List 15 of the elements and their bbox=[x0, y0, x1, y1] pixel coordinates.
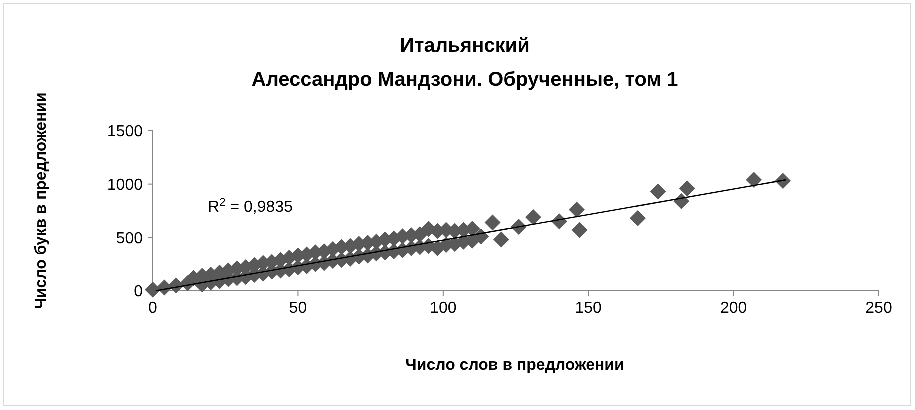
x-tick-label: 200 bbox=[720, 300, 748, 317]
y-tick-label: 1000 bbox=[107, 176, 144, 194]
x-tick-label: 150 bbox=[575, 300, 602, 317]
x-axis-title: Число слов в предложении bbox=[406, 357, 624, 374]
y-axis-title: Число букв в предложении bbox=[33, 92, 50, 310]
x-tick-label: 250 bbox=[866, 300, 892, 317]
y-tick-label: 1500 bbox=[107, 124, 144, 141]
annotation: R$^{2}$ = 0,9835 bbox=[208, 197, 294, 216]
chart-subtitle: Алессандро Мандзони. Обрученные, том 1 bbox=[252, 69, 678, 91]
chart-title: Итальянский bbox=[400, 35, 530, 57]
y-tick-label: 500 bbox=[116, 230, 144, 248]
y-tick-label: 0 bbox=[134, 284, 144, 301]
x-tick-label: 50 bbox=[289, 300, 308, 317]
x-tick-label: 100 bbox=[430, 300, 457, 317]
x-tick-label: 0 bbox=[148, 300, 158, 317]
